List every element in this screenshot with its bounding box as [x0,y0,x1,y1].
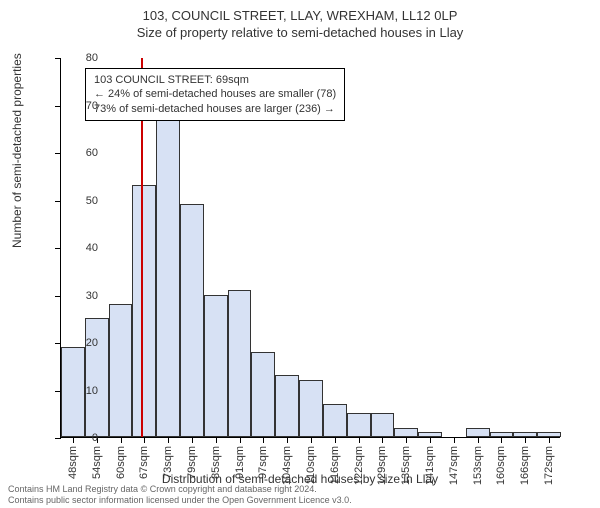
x-tick [240,437,241,443]
histogram-bar [132,185,156,437]
annotation-line1: 103 COUNCIL STREET: 69sqm [94,73,336,87]
y-tick [55,248,61,249]
histogram-bar [228,290,252,437]
x-tick [121,437,122,443]
x-tick [168,437,169,443]
x-tick [382,437,383,443]
y-tick-label: 40 [68,242,98,254]
x-tick [287,437,288,443]
y-axis-label: Number of semi-detached properties [10,53,24,248]
page-subtitle: Size of property relative to semi-detach… [0,25,600,40]
y-tick [55,58,61,59]
y-tick [55,296,61,297]
annotation-line3: 73% of semi-detached houses are larger (… [94,102,336,116]
y-tick [55,201,61,202]
x-tick [216,437,217,443]
x-tick [525,437,526,443]
y-tick-label: 60 [68,147,98,159]
x-tick [335,437,336,443]
y-tick [55,438,61,439]
histogram-bar [156,119,180,437]
x-tick [192,437,193,443]
x-tick [406,437,407,443]
histogram-bar [251,352,275,438]
page-title: 103, COUNCIL STREET, LLAY, WREXHAM, LL12… [0,8,600,23]
y-tick [55,153,61,154]
histogram-bar [109,304,133,437]
y-tick-label: 20 [68,337,98,349]
x-tick [144,437,145,443]
histogram-bar [347,413,371,437]
y-tick-label: 10 [68,385,98,397]
footer-line2: Contains public sector information licen… [8,495,592,506]
x-tick [430,437,431,443]
x-tick [549,437,550,443]
y-tick-label: 80 [68,52,98,64]
x-tick [478,437,479,443]
y-tick-label: 50 [68,195,98,207]
x-tick [263,437,264,443]
annotation-box: 103 COUNCIL STREET: 69sqm ← 24% of semi-… [85,68,345,121]
y-tick [55,106,61,107]
histogram-bar [323,404,347,437]
y-tick-label: 30 [68,290,98,302]
x-tick [311,437,312,443]
histogram-bar [275,375,299,437]
histogram-bar [180,204,204,437]
x-tick [454,437,455,443]
y-tick-label: 70 [68,100,98,112]
x-tick [501,437,502,443]
footer: Contains HM Land Registry data © Crown c… [8,484,592,506]
histogram-bar [371,413,395,437]
histogram-bar [204,295,228,438]
y-tick-label: 0 [68,432,98,444]
x-tick [359,437,360,443]
histogram-bar [394,428,418,438]
y-tick [55,343,61,344]
histogram-bar [299,380,323,437]
footer-line1: Contains HM Land Registry data © Crown c… [8,484,592,495]
histogram-bar [466,428,490,438]
annotation-line2: ← 24% of semi-detached houses are smalle… [94,87,336,101]
